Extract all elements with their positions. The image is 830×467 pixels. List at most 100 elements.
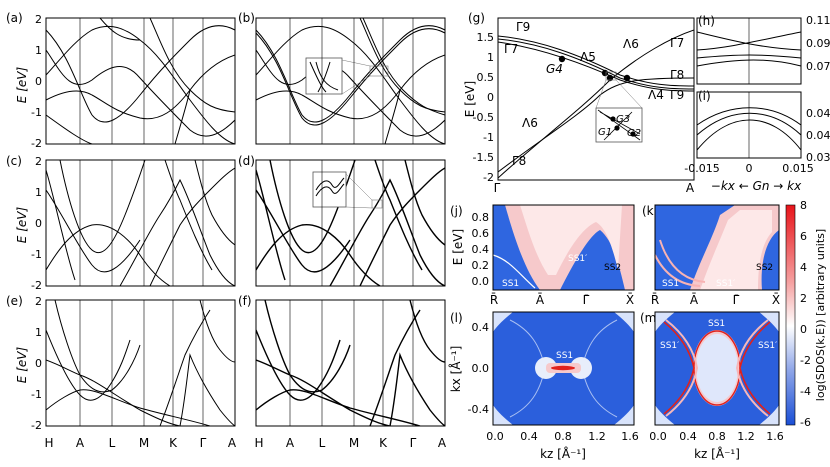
label-gamma7: Γ7 (670, 36, 684, 50)
ytick: 0 (35, 357, 42, 370)
ytick: -1 (483, 131, 494, 144)
ytick: 0.4 (472, 243, 490, 256)
ytick: 0.8 (472, 211, 490, 224)
ytick: -2 (483, 171, 494, 184)
ytick: -2 (31, 419, 42, 432)
label-ss1: SS1 (708, 319, 725, 329)
xtick: L (109, 436, 116, 450)
ytick: -0.4 (468, 403, 489, 416)
band-curves-d (256, 160, 445, 286)
xtick: Γ̄ (583, 293, 590, 307)
ytick: 1 (35, 326, 42, 339)
xtick: K (379, 436, 388, 450)
xtick: X̄ (626, 293, 634, 307)
colorbar-tick: -2 (800, 354, 811, 367)
label-ss1-prime: SS1′ (758, 341, 777, 351)
label-lambda6: Λ6 (623, 37, 639, 51)
xtick: H (254, 436, 263, 450)
ytick: 0.0 (472, 275, 490, 288)
panel-label-a: (a) (6, 11, 23, 25)
colorbar-tick: 6 (800, 230, 807, 243)
label-gamma9: Γ9 (516, 20, 530, 34)
panel-j: (j) E [eV] 0.8 0.6 0.4 0.2 0.0 R̄ Ā Γ̄ X… (450, 204, 635, 307)
ytick: 0 (35, 217, 42, 230)
inset-zoom-b (305, 57, 343, 95)
xtick: M (349, 436, 359, 450)
ytick: -1 (31, 106, 42, 119)
label-ss1: SS1 (556, 351, 573, 361)
label-lambda5: Λ5 (580, 50, 596, 64)
ylabel-j: E [eV] (451, 229, 465, 265)
colorbar-tick: 4 (800, 261, 807, 274)
panel-l: (l) kx [Å⁻¹] 0.4 0.0 -0.4 0.0 0.4 0.8 1.… (448, 311, 639, 461)
label-gamma8: Γ8 (670, 68, 684, 82)
ytick: 0.11 (806, 14, 830, 27)
panel-label-l: (l) (450, 311, 463, 325)
ylabel-g: E [eV] (463, 81, 477, 117)
colorbar-tick: 0 (800, 323, 807, 336)
colorbar-tick: 8 (800, 199, 807, 212)
panel-label-b: (b) (238, 11, 255, 25)
xtick: -0.015 (684, 162, 719, 175)
g-labels: Γ9 Γ7 Λ5 Λ6 Γ7 Γ8 Λ4 Γ9 Λ6 Γ8 G4 G3 G2 G… (504, 20, 684, 168)
label-ss1-prime: SS1′ (660, 341, 679, 351)
panel-i: (i) 0.043 0.041 0.039 -0.015 0 0.015 −kx… (684, 89, 830, 193)
xtick: Γ (494, 181, 501, 195)
panel-d: (d) (238, 154, 446, 287)
label-ss1-prime: SS1′ (568, 254, 587, 264)
xtick: 0.4 (520, 430, 538, 443)
ytick: 0 (487, 91, 494, 104)
ytick: 0.039 (806, 151, 830, 164)
label-G4: G4 (546, 62, 563, 76)
ylabel-c: E [eV] (15, 207, 29, 244)
ytick: -1 (31, 248, 42, 261)
g-points (558, 55, 631, 82)
panel-e: (e) (6, 294, 236, 427)
ylabel-a: E [eV] (15, 67, 29, 104)
label-ss1-prime: SS1′ (716, 279, 735, 289)
ytick: 1.5 (477, 31, 495, 44)
ytick: -2 (31, 279, 42, 292)
xtick: 1.2 (737, 430, 755, 443)
label-lambda6: Λ6 (522, 116, 538, 130)
ytick: -1.5 (473, 151, 494, 164)
xtick: R̄ (651, 293, 659, 307)
xtick: Ā (536, 293, 545, 307)
ylabel-e: E [eV] (15, 347, 29, 384)
label-gamma9: Γ9 (670, 88, 684, 102)
xtick: A (686, 181, 695, 195)
xtick: Γ̄ (733, 293, 740, 307)
xtick: 1.2 (588, 430, 606, 443)
panel-label-e: (e) (6, 294, 23, 308)
ytick: 0.6 (472, 227, 490, 240)
ytick: 0.07 (806, 60, 830, 73)
ytick: 0.4 (472, 321, 490, 334)
xtick: 0.0 (486, 430, 504, 443)
label-ss1: SS1 (662, 279, 679, 289)
panel-f: (f) (238, 294, 446, 427)
ytick: 0.2 (472, 259, 490, 272)
xtick: A (286, 436, 295, 450)
xlabel-l: kz [Å⁻¹] (540, 446, 586, 461)
ytick: 1 (35, 44, 42, 57)
band-curves-c (46, 160, 235, 286)
panel-label-c: (c) (6, 154, 22, 168)
band-curves-a (46, 18, 235, 144)
xtick: Γ (410, 436, 417, 450)
ytick: 2 (35, 155, 42, 168)
colorbar-tick: -4 (800, 385, 811, 398)
ytick: 2 (35, 295, 42, 308)
xtick: 0.4 (679, 430, 697, 443)
xtick: 0.015 (782, 162, 814, 175)
panel-m: (m) 0.0 0.4 0.8 1.2 1.6 kz [Å⁻¹] SS1 SS1… (640, 311, 784, 461)
panel-label-g: (g) (468, 11, 485, 25)
panel-label-i: (i) (698, 89, 711, 103)
xtick: X̄ (772, 293, 780, 307)
xtick: 0.0 (649, 430, 667, 443)
hi-xlabel: −kx ← Gn → kx (711, 179, 802, 193)
band-curves-b (256, 18, 445, 144)
ytick: 0.5 (477, 71, 495, 84)
xtick: K (169, 436, 178, 450)
colorbar: 8 6 4 2 0 -2 -4 -6 log(SDOS(k,E)) [arbit… (785, 199, 827, 429)
